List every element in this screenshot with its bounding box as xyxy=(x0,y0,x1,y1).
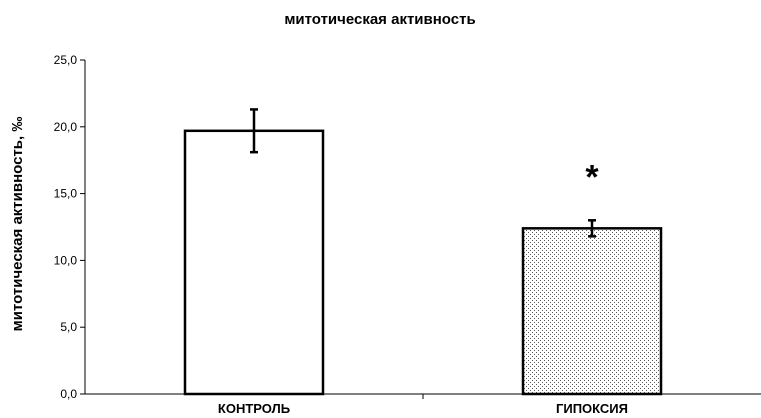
chart-title: митотическая активность xyxy=(284,11,475,28)
x-category-label: КОНТРОЛЬ xyxy=(218,401,290,416)
bar-control xyxy=(183,129,325,396)
y-tick-label: 15,0 xyxy=(54,187,78,201)
y-axis-label: митотическая активность, ‰ xyxy=(9,117,26,332)
y-tick-label: 20,0 xyxy=(54,120,78,134)
significance-asterisk: * xyxy=(585,158,599,196)
bar-hypoxia xyxy=(521,227,663,396)
bars-group xyxy=(183,108,663,396)
y-tick-label: 0,0 xyxy=(60,387,77,401)
x-category-label: ГИПОКСИЯ xyxy=(556,401,628,416)
y-tick-label: 10,0 xyxy=(54,253,78,267)
y-tick-label: 5,0 xyxy=(60,320,77,334)
y-tick-label: 25,0 xyxy=(54,53,78,67)
annotations-group: * xyxy=(585,158,599,196)
y-axis-ticks: 0,0 5,0 10,0 15,0 20,0 25,0 xyxy=(54,53,85,401)
x-axis-labels: КОНТРОЛЬ ГИПОКСИЯ xyxy=(218,394,628,416)
